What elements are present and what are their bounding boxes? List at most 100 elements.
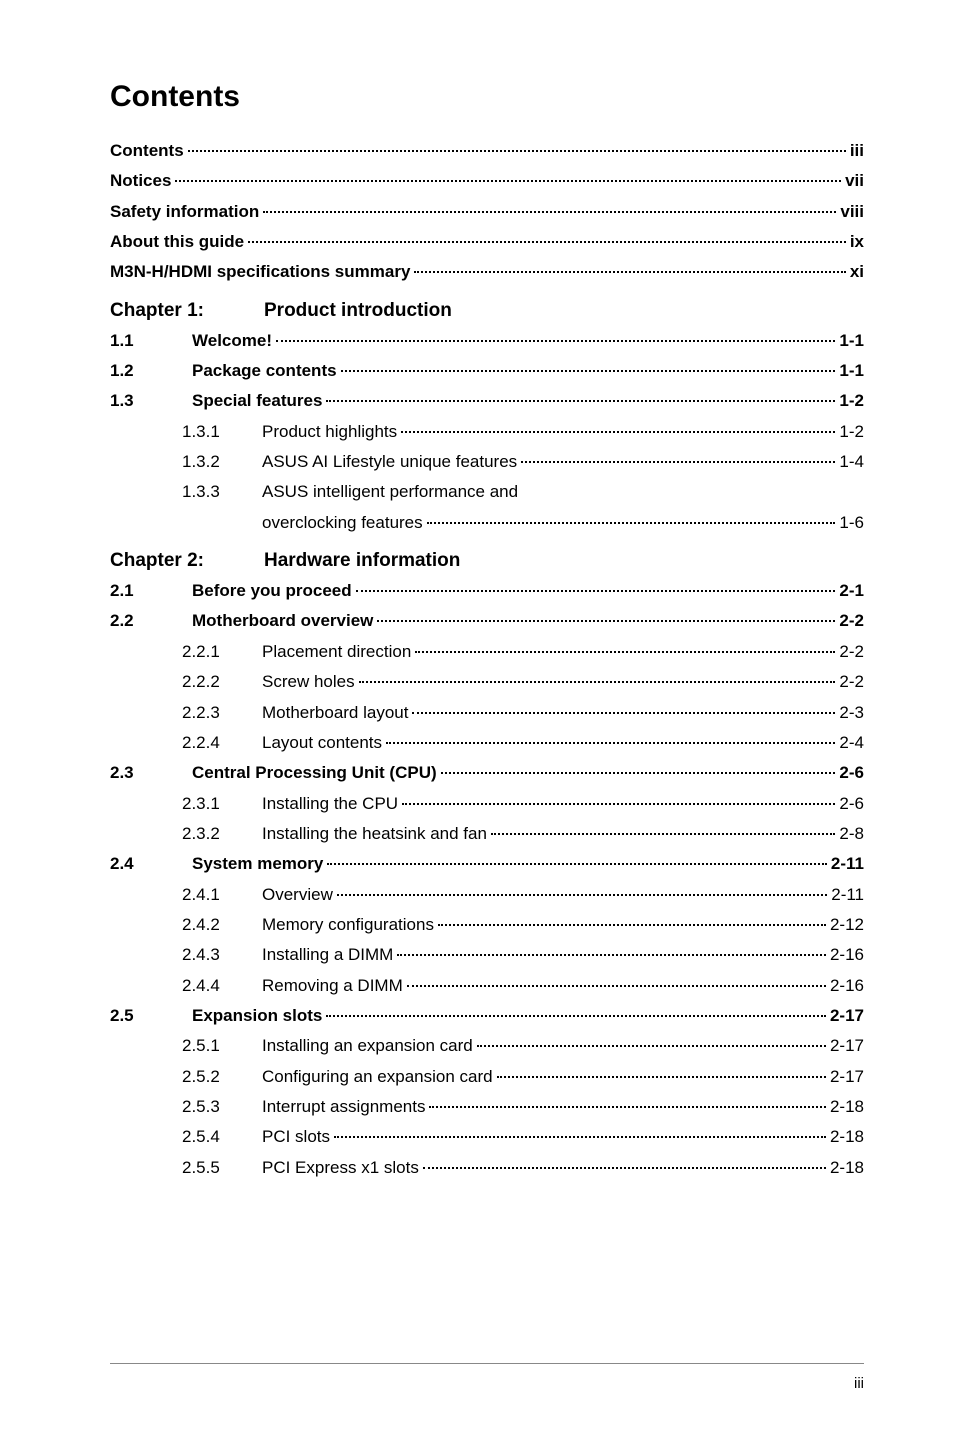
toc-page: 2-6	[839, 791, 864, 817]
toc-leader-dots	[412, 712, 835, 714]
toc-page: 2-1	[839, 578, 864, 604]
toc-subsection-row: 1.3.3ASUS intelligent performance and	[110, 479, 864, 505]
toc-page: 2-18	[830, 1094, 864, 1120]
toc-subsection-continuation: overclocking features 1-6	[110, 510, 864, 536]
toc-section-row: 2.2Motherboard overview 2-2	[110, 608, 864, 634]
toc-section-number: 2.3	[110, 760, 192, 786]
toc-section-row: 2.5Expansion slots 2-17	[110, 1003, 864, 1029]
toc-page: 1-1	[839, 328, 864, 354]
toc-label: Motherboard layout	[262, 700, 408, 726]
toc-label: Screw holes	[262, 669, 355, 695]
chapter-2-title: Hardware information	[264, 550, 460, 572]
toc-front-row: Notices vii	[110, 168, 864, 194]
toc-section-number: 1.1	[110, 328, 192, 354]
toc-subsection-number: 1.3.3	[182, 479, 262, 505]
chapter-1-heading: Chapter 1: Product introduction	[110, 300, 864, 322]
toc-page: 1-1	[839, 358, 864, 384]
toc-leader-dots	[491, 833, 835, 835]
toc-subsection-row: 2.3.1Installing the CPU 2-6	[110, 791, 864, 817]
toc-subsection-row: 2.2.1Placement direction 2-2	[110, 639, 864, 665]
toc-subsection-row: 2.4.2Memory configurations 2-12	[110, 912, 864, 938]
toc-label: PCI slots	[262, 1124, 330, 1150]
toc-label: Package contents	[192, 358, 337, 384]
toc-page: 1-2	[839, 419, 864, 445]
toc-section-row: 2.3Central Processing Unit (CPU) 2-6	[110, 760, 864, 786]
toc-leader-dots	[407, 985, 826, 987]
toc-subsection-row: 2.2.2Screw holes 2-2	[110, 669, 864, 695]
toc-subsection-number: 2.5.1	[182, 1033, 262, 1059]
toc-leader-dots	[341, 370, 836, 372]
chapter-2-label: Chapter 2:	[110, 550, 264, 572]
toc-subsection-number: 2.4.4	[182, 973, 262, 999]
footer-divider	[110, 1363, 864, 1364]
toc-leader-dots	[248, 241, 846, 243]
toc-label: Central Processing Unit (CPU)	[192, 760, 437, 786]
toc-subsection-row: 2.4.4Removing a DIMM 2-16	[110, 973, 864, 999]
toc-front-row: About this guide ix	[110, 229, 864, 255]
toc-label: Product highlights	[262, 419, 397, 445]
toc-leader-dots	[276, 340, 835, 342]
toc-section-number: 2.4	[110, 851, 192, 877]
toc-label: Memory configurations	[262, 912, 434, 938]
toc-subsection-row: 2.4.3Installing a DIMM 2-16	[110, 942, 864, 968]
toc-subsection-number: 1.3.1	[182, 419, 262, 445]
toc-leader-dots	[356, 590, 836, 592]
toc-page: 2-17	[830, 1033, 864, 1059]
toc-page: 2-17	[830, 1064, 864, 1090]
toc-section-row: 2.1Before you proceed 2-1	[110, 578, 864, 604]
page-title: Contents	[110, 80, 864, 114]
toc-subsection-number: 2.2.1	[182, 639, 262, 665]
toc-page: 2-8	[839, 821, 864, 847]
toc-front-row: Safety information viii	[110, 199, 864, 225]
toc-section-number: 1.3	[110, 388, 192, 414]
toc-subsection-row: 1.3.1Product highlights 1-2	[110, 419, 864, 445]
toc-leader-dots	[477, 1045, 826, 1047]
toc-leader-dots	[337, 894, 827, 896]
chapter-2-heading: Chapter 2: Hardware information	[110, 550, 864, 572]
toc-page: 2-4	[839, 730, 864, 756]
toc-page: iii	[850, 138, 864, 164]
toc-label: Installing the heatsink and fan	[262, 821, 487, 847]
toc-subsection-number: 2.3.1	[182, 791, 262, 817]
toc-label: Installing an expansion card	[262, 1033, 473, 1059]
toc-label: Installing a DIMM	[262, 942, 393, 968]
toc-page: viii	[840, 199, 864, 225]
chapter-2-rows: 2.1Before you proceed 2-1 2.2Motherboard …	[110, 578, 864, 1181]
toc-label: M3N-H/HDMI specifications summary	[110, 259, 410, 285]
toc-leader-dots	[414, 271, 845, 273]
toc-label: System memory	[192, 851, 323, 877]
toc-subsection-number: 2.5.3	[182, 1094, 262, 1120]
toc-leader-dots	[386, 742, 835, 744]
toc-subsection-row: 1.3.2ASUS AI Lifestyle unique features 1…	[110, 449, 864, 475]
toc-page: 2-17	[830, 1003, 864, 1029]
toc-subsection-row: 2.5.3Interrupt assignments 2-18	[110, 1094, 864, 1120]
toc-subsection-row: 2.5.4PCI slots 2-18	[110, 1124, 864, 1150]
toc-page: 2-11	[831, 882, 864, 908]
toc-page: 1-2	[839, 388, 864, 414]
toc-leader-dots	[377, 620, 835, 622]
toc-label: Welcome!	[192, 328, 272, 354]
toc-label: Installing the CPU	[262, 791, 398, 817]
toc-page: 2-2	[839, 639, 864, 665]
toc-page: vii	[845, 168, 864, 194]
chapter-1-rows: 1.1Welcome! 1-11.2Package contents 1-11.…	[110, 328, 864, 536]
toc-subsection-number: 2.4.2	[182, 912, 262, 938]
toc-page: ix	[850, 229, 864, 255]
toc-subsection-row: 2.4.1Overview 2-11	[110, 882, 864, 908]
toc-leader-dots	[397, 954, 826, 956]
toc-subsection-number: 2.5.2	[182, 1064, 262, 1090]
toc-label: Configuring an expansion card	[262, 1064, 493, 1090]
toc-page: 2-12	[830, 912, 864, 938]
toc-page: 2-18	[830, 1124, 864, 1150]
toc-section-row: 1.3Special features 1-2	[110, 388, 864, 414]
toc-leader-dots	[497, 1076, 826, 1078]
toc-subsection-number: 1.3.2	[182, 449, 262, 475]
toc-leader-dots	[326, 1015, 826, 1017]
toc-subsection-number: 2.3.2	[182, 821, 262, 847]
toc-section-row: 1.1Welcome! 1-1	[110, 328, 864, 354]
toc-subsection-number: 2.4.1	[182, 882, 262, 908]
toc-label: overclocking features	[262, 510, 423, 536]
toc-page: 2-18	[830, 1155, 864, 1181]
toc-page: xi	[850, 259, 864, 285]
toc-label: Contents	[110, 138, 184, 164]
